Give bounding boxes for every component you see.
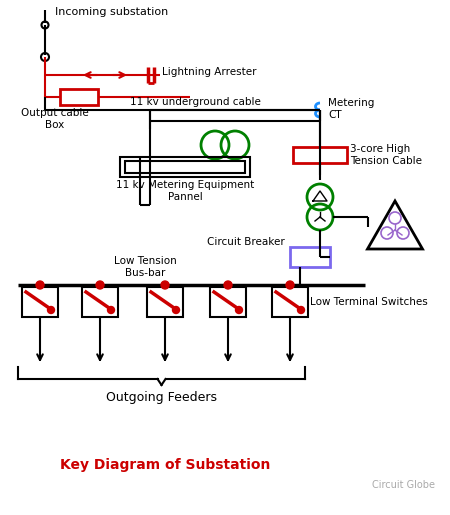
Bar [210,287,246,317]
Bar [22,287,58,317]
Text: Key Diagram of Substation: Key Diagram of Substation [60,458,270,472]
Bar [147,287,183,317]
Circle shape [108,306,114,314]
Text: Low Tension
Bus-bar: Low Tension Bus-bar [113,256,176,278]
Circle shape [172,306,180,314]
Bar [120,157,250,177]
Text: 11 kv Metering Equipment
Pannel: 11 kv Metering Equipment Pannel [116,180,254,202]
Text: Incoming substation: Incoming substation [55,7,168,17]
Text: Low Terminal Switches: Low Terminal Switches [310,297,428,307]
Circle shape [48,306,54,314]
Bar [293,147,347,163]
Text: Metering
CT: Metering CT [328,98,374,120]
Text: 3-core High
Tension Cable: 3-core High Tension Cable [350,144,422,166]
Circle shape [96,281,104,289]
Bar [125,161,245,173]
Circle shape [235,306,243,314]
Circle shape [224,281,232,289]
Bar [272,287,308,317]
Circle shape [286,281,294,289]
Bar [82,287,118,317]
Bar [60,89,98,105]
Text: Circuit Globe: Circuit Globe [372,480,435,490]
Circle shape [297,306,305,314]
Text: Circuit Breaker: Circuit Breaker [207,237,285,247]
Circle shape [36,281,44,289]
Text: 11 kv underground cable: 11 kv underground cable [130,97,261,107]
Circle shape [161,281,169,289]
Bar [290,247,330,267]
Text: Output cable
Box: Output cable Box [21,108,89,130]
Text: Outgoing Feeders: Outgoing Feeders [106,390,217,403]
Text: Lightning Arrester: Lightning Arrester [162,67,256,77]
